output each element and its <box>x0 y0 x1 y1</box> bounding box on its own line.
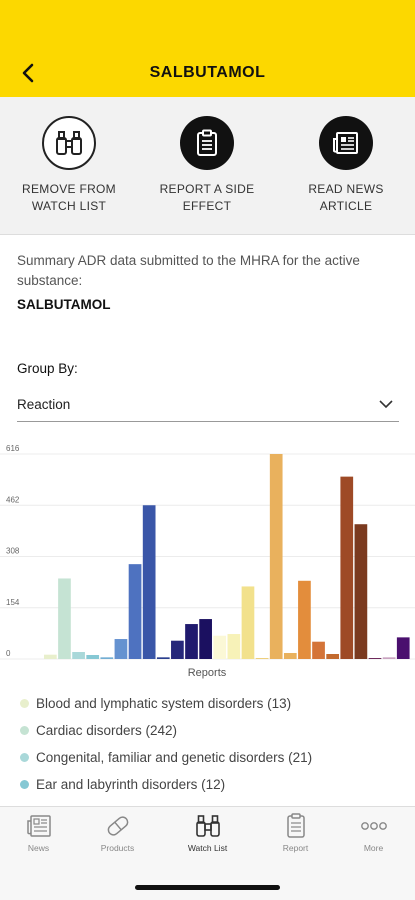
chart-bar[interactable] <box>86 655 100 659</box>
y-tick-label: 462 <box>6 495 20 504</box>
tab-more-label: More <box>363 843 384 853</box>
binoculars-icon <box>195 815 220 837</box>
chart-bar[interactable] <box>72 652 85 659</box>
group-by-value: Reaction <box>17 397 71 412</box>
substance-name: SALBUTAMOL <box>17 297 111 312</box>
legend-label: Blood and lymphatic system disorders (13… <box>36 696 292 711</box>
summary-text: Summary ADR data submitted to the MHRA f… <box>17 253 360 288</box>
chevron-down-icon <box>379 400 393 409</box>
chart-bar[interactable] <box>326 654 340 659</box>
chart-bar[interactable] <box>269 454 283 659</box>
x-axis-label: Reports <box>188 667 227 679</box>
chart-bar[interactable] <box>312 641 325 659</box>
chart-bar[interactable] <box>298 580 311 659</box>
y-tick-label: 0 <box>6 649 11 658</box>
legend-label: Ear and labyrinth disorders (12) <box>36 777 226 792</box>
news-icon <box>26 815 51 837</box>
tab-news[interactable]: News <box>0 813 80 853</box>
bottom-tab-bar: News Products Watch List Report <box>0 806 415 900</box>
chart-bar[interactable] <box>227 634 241 659</box>
report-side-effect-label: REPORT A SIDE EFFECT <box>159 182 255 213</box>
action-bar: REMOVE FROM WATCH LIST REPORT A SIDE EFF… <box>0 97 415 235</box>
reactions-bar-chart: 616 462 308 154 0 Reports <box>0 445 415 679</box>
page-title: SALBUTAMOL <box>149 64 266 81</box>
y-tick-label: 616 <box>6 445 20 453</box>
chart-bar[interactable] <box>185 624 198 659</box>
legend-item[interactable]: Cardiac disorders (242) <box>20 717 410 744</box>
app-header: SALBUTAMOL <box>0 0 415 97</box>
legend-swatch <box>20 753 29 762</box>
read-news-article-label: READ NEWS ARTICLE <box>308 182 384 213</box>
chart-bar[interactable] <box>142 505 156 659</box>
report-side-effect-button[interactable]: REPORT A SIDE EFFECT <box>138 116 276 215</box>
chart-bar[interactable] <box>128 564 142 659</box>
legend-item[interactable]: Congenital, familiar and genetic disorde… <box>20 744 410 771</box>
chart-bar[interactable] <box>100 657 114 659</box>
chart-bar[interactable] <box>58 578 71 659</box>
remove-from-watch-list-button[interactable]: REMOVE FROM WATCH LIST <box>0 116 138 215</box>
tab-products-label: Products <box>100 843 135 853</box>
legend-label: Cardiac disorders (242) <box>36 723 178 738</box>
chart-bar[interactable] <box>354 524 368 659</box>
legend-swatch <box>20 699 29 708</box>
tab-watch-list[interactable]: Watch List <box>166 813 249 853</box>
group-by-label: Group By: <box>17 361 78 376</box>
legend-item[interactable]: Blood and lymphatic system disorders (13… <box>20 690 410 717</box>
chart-bar[interactable] <box>156 657 170 659</box>
remove-from-watch-list-label: REMOVE FROM WATCH LIST <box>22 182 116 213</box>
more-icon <box>360 822 387 830</box>
chart-legend: Blood and lymphatic system disorders (13… <box>20 690 410 798</box>
back-button[interactable] <box>14 58 42 88</box>
binoculars-icon <box>42 116 96 170</box>
group-by-select[interactable]: Reaction <box>17 392 399 422</box>
pill-icon <box>107 816 128 836</box>
chart-bar[interactable] <box>241 586 255 659</box>
legend-item[interactable]: Ear and labyrinth disorders (12) <box>20 771 410 798</box>
chart-bar[interactable] <box>199 619 212 659</box>
chart-bar[interactable] <box>171 640 184 659</box>
chart-bar[interactable] <box>44 654 57 659</box>
chart-bar[interactable] <box>213 635 227 659</box>
chart-bar[interactable] <box>283 653 297 659</box>
legend-swatch <box>20 726 29 735</box>
tab-watch-list-label: Watch List <box>187 843 228 853</box>
read-news-article-button[interactable]: READ NEWS ARTICLE <box>277 116 415 215</box>
legend-swatch <box>20 780 29 789</box>
tab-more[interactable]: More <box>332 813 415 853</box>
newspaper-icon <box>319 116 373 170</box>
home-indicator <box>135 885 280 890</box>
clipboard-icon <box>180 116 234 170</box>
tab-news-label: News <box>27 843 50 853</box>
tab-report[interactable]: Report <box>254 813 337 853</box>
y-tick-label: 154 <box>6 598 20 607</box>
chart-bar[interactable] <box>396 637 410 659</box>
chart-bar[interactable] <box>382 657 396 659</box>
y-tick-label: 308 <box>6 547 20 556</box>
chart-bar[interactable] <box>368 658 382 659</box>
chart-bar[interactable] <box>114 639 128 659</box>
back-arrow-icon <box>22 63 34 83</box>
chart-bar[interactable] <box>340 476 354 659</box>
chart-bar[interactable] <box>255 658 269 659</box>
clipboard-icon <box>286 813 305 838</box>
legend-label: Congenital, familiar and genetic disorde… <box>36 750 313 765</box>
tab-products[interactable]: Products <box>76 813 159 853</box>
tab-report-label: Report <box>282 843 309 853</box>
